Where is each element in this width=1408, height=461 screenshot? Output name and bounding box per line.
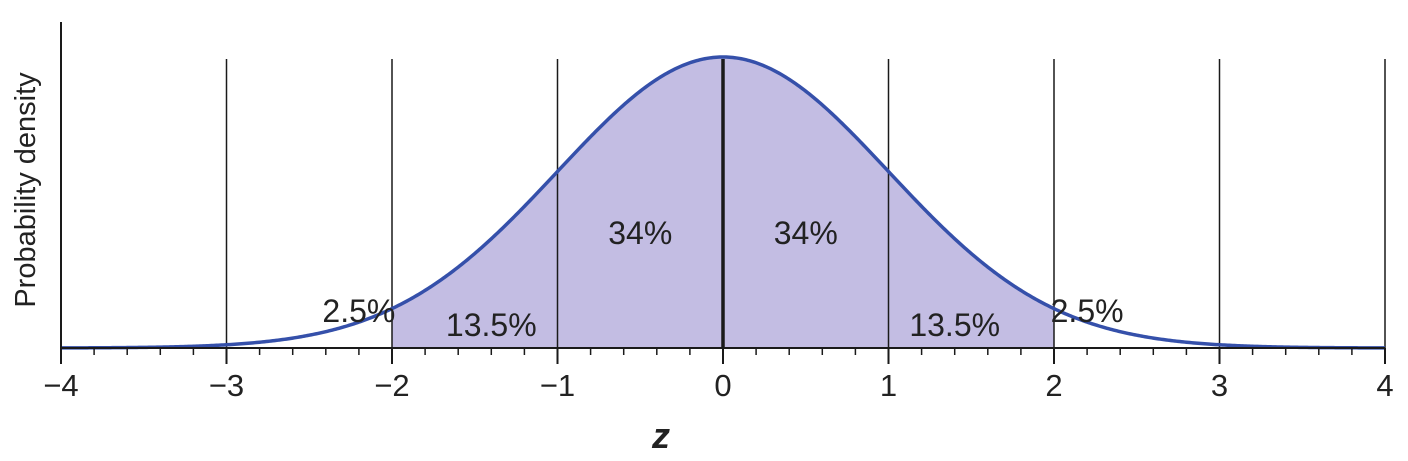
x-tick-label: 4 <box>1376 368 1393 403</box>
x-tick-label: 3 <box>1211 368 1228 403</box>
region-percentage-label: 34% <box>774 215 838 251</box>
region-percentage-label: 13.5% <box>909 307 1000 343</box>
tick-layer: −4 −3 −2 −1 0 1 2 3 4 <box>43 348 1394 403</box>
x-tick-label: 0 <box>714 368 731 403</box>
region-label-layer: 2.5% 13.5% 34% 34% 13.5% 2.5% <box>322 215 1123 343</box>
x-tick-label: 1 <box>880 368 897 403</box>
x-tick-label: −3 <box>209 368 244 403</box>
curve-layer <box>60 55 1386 350</box>
x-tick-label: −2 <box>374 368 409 403</box>
x-tick-label: −1 <box>540 368 575 403</box>
region-percentage-label: 34% <box>608 215 672 251</box>
x-tick-label: −4 <box>43 368 78 403</box>
region-percentage-label: 13.5% <box>446 307 537 343</box>
density-curve <box>60 55 1386 350</box>
gridline-layer <box>225 59 1386 348</box>
x-tick-label: 2 <box>1045 368 1062 403</box>
region-percentage-label: 2.5% <box>1051 293 1124 329</box>
region-percentage-label: 2.5% <box>322 293 395 329</box>
y-axis-title: Probability density <box>10 72 42 308</box>
x-axis-title: z <box>651 415 670 456</box>
